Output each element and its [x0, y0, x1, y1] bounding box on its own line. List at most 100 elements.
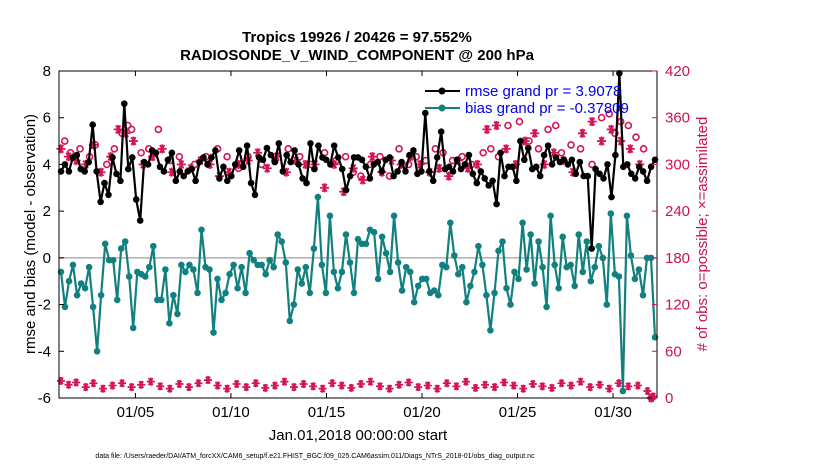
bias-point — [627, 252, 635, 259]
obs-assimilated-marker — [367, 152, 377, 162]
rmse-point — [105, 191, 112, 199]
bias-point — [555, 284, 562, 292]
obs-count-marker — [547, 383, 556, 392]
obs-assimilated-marker — [482, 124, 492, 134]
rmse-point — [612, 151, 619, 159]
bias-point — [551, 261, 558, 269]
bias-point — [322, 289, 330, 297]
rmse-point — [631, 175, 639, 182]
rmse-point — [311, 165, 318, 173]
bias-point — [266, 256, 274, 264]
obs-possible-marker — [551, 121, 560, 130]
rmse-point — [643, 177, 651, 185]
bias-point — [547, 212, 554, 220]
rmse-point — [129, 154, 136, 161]
obs-assimilated-marker — [129, 136, 139, 146]
x-tick-label: 01/10 — [212, 404, 250, 421]
rmse-point — [596, 170, 603, 178]
obs-possible-marker — [515, 117, 524, 126]
obs-assimilated-marker — [358, 175, 368, 185]
rmse-point — [394, 168, 401, 175]
obs-count-marker — [366, 377, 375, 386]
y-tick-label: -4 — [38, 343, 51, 360]
rmse-point — [299, 175, 306, 182]
bias-point — [567, 261, 574, 269]
bias-point — [386, 268, 394, 276]
bias-point — [374, 275, 382, 283]
obs-count-marker — [614, 379, 623, 388]
bias-point — [338, 268, 346, 276]
bias-point — [286, 317, 294, 325]
y2-tick-label: 240 — [665, 203, 690, 220]
bias-point — [278, 238, 286, 245]
rmse-point — [279, 168, 287, 175]
obs-count-marker — [643, 386, 652, 395]
obs-count-marker — [605, 384, 614, 393]
obs-assimilated-marker — [530, 128, 540, 138]
obs-possible-marker — [567, 141, 575, 149]
rmse-point — [152, 149, 160, 157]
rmse-point — [172, 177, 180, 185]
obs-assimilated-marker — [597, 136, 607, 146]
bias-point — [507, 301, 514, 308]
rmse-point — [176, 168, 184, 175]
rmse-point — [445, 163, 453, 171]
rmse-point — [200, 154, 207, 161]
bias-point — [635, 266, 643, 273]
bias-point — [370, 228, 378, 236]
bias-point — [615, 273, 623, 280]
bias-point — [190, 266, 197, 273]
rmse-point — [600, 175, 607, 182]
obs-count-marker — [347, 383, 356, 392]
y-axis-right: 0 60 120 180 240 300 360 420 — [652, 63, 690, 407]
obs-count-marker — [538, 382, 547, 391]
obs-count-marker — [309, 382, 318, 391]
obs-count-marker — [89, 379, 98, 388]
chart-title-line2: RADIOSONDE_V_WIND_COMPONENT @ 200 hPa — [180, 47, 535, 64]
rmse-point — [132, 196, 140, 203]
rmse-point — [136, 217, 144, 224]
bias-point — [382, 249, 390, 257]
rmse-point — [160, 168, 168, 175]
y2-tick-label: 300 — [665, 156, 690, 173]
bias-point — [631, 275, 639, 283]
rmse-point — [493, 200, 500, 208]
bias-point — [101, 240, 109, 248]
obs-assimilated-marker — [587, 117, 597, 127]
obs-possible-marker — [175, 152, 184, 161]
obs-count-marker — [624, 382, 633, 391]
y2-tick-label: 120 — [665, 297, 690, 314]
rmse-point — [509, 163, 516, 171]
obs-count-marker — [356, 379, 365, 388]
obs-count-marker — [509, 381, 518, 390]
bias-point — [234, 284, 241, 292]
rmse-point — [374, 158, 382, 166]
bias-point — [511, 268, 518, 276]
bias-point — [398, 287, 406, 294]
bias-point — [274, 231, 282, 238]
y2-tick-label: 0 — [665, 390, 673, 407]
rmse-point — [378, 168, 386, 175]
obs-count-marker — [64, 380, 73, 389]
obs-count-marker — [395, 380, 404, 389]
obs-count-marker — [528, 379, 537, 388]
bias-point — [198, 226, 205, 234]
obs-count-marker — [146, 377, 155, 386]
rmse-point — [204, 161, 211, 168]
bias-series — [57, 193, 659, 395]
obs-count-marker — [404, 378, 413, 387]
obs-count-marker — [649, 392, 658, 401]
bias-point — [410, 298, 418, 306]
rmse-point — [366, 175, 374, 182]
obs-count-marker — [375, 382, 384, 391]
obs-count-marker — [261, 383, 270, 392]
obs-count-marker — [81, 383, 90, 392]
rmse-point — [548, 161, 556, 168]
rmse-point — [73, 151, 81, 159]
rmse-point — [477, 168, 485, 175]
obs-possible-marker — [504, 121, 512, 130]
rmse-point — [109, 154, 116, 161]
rmse-point — [402, 168, 409, 175]
obs-count-marker — [318, 384, 327, 393]
bias-point — [647, 254, 655, 262]
